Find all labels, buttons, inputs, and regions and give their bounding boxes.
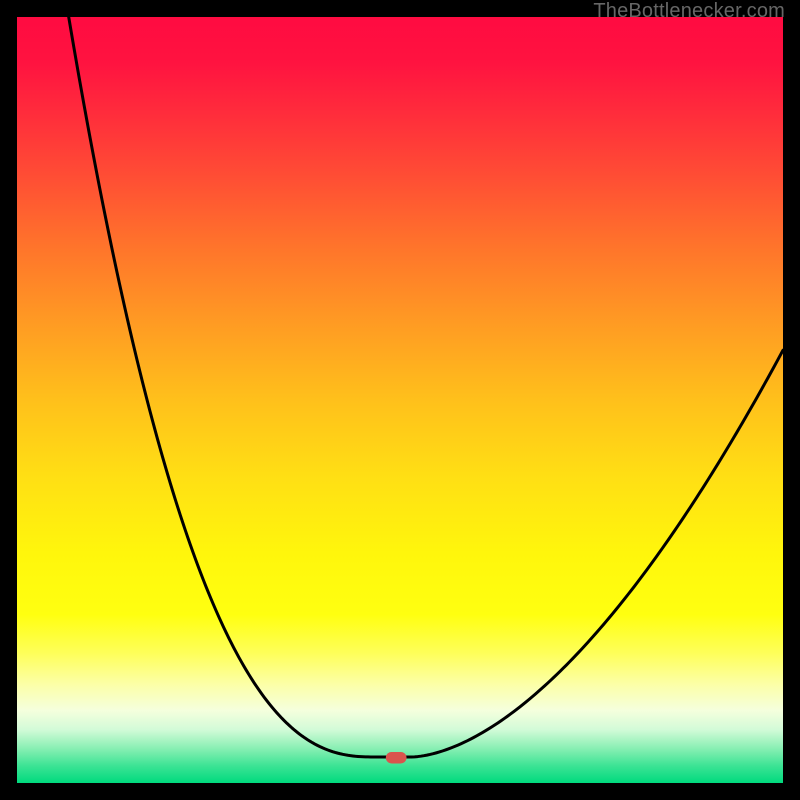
plot-area — [17, 17, 783, 783]
gradient-background — [17, 17, 783, 783]
outer-frame: TheBottlenecker.com — [0, 0, 800, 800]
optimal-marker — [386, 752, 407, 763]
chart-svg — [17, 17, 783, 783]
